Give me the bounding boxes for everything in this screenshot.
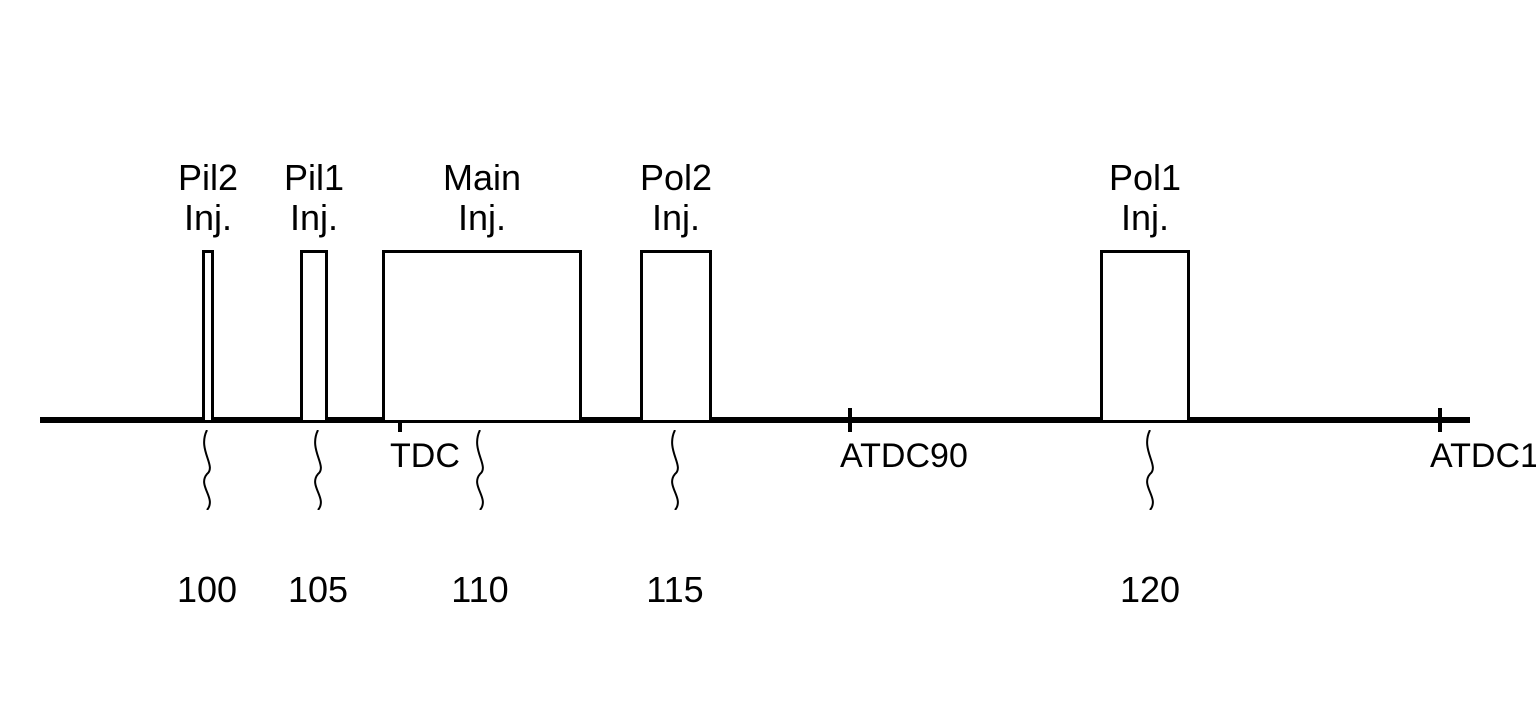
leader-pol1 <box>1130 430 1170 510</box>
leader-pil2 <box>187 430 227 510</box>
axis-tick <box>1438 408 1442 432</box>
ref-label-pol2: 115 <box>615 570 735 610</box>
pulse-label-pil1: Pil1 Inj. <box>234 158 394 237</box>
ref-label-pol1: 120 <box>1090 570 1210 610</box>
leader-pil1 <box>298 430 338 510</box>
pulse-pol2 <box>640 250 712 420</box>
pulse-label-pol2: Pol2 Inj. <box>596 158 756 237</box>
axis-tick-label: TDC <box>390 438 590 475</box>
leader-pol2 <box>655 430 695 510</box>
pulse-main <box>382 250 582 420</box>
x-axis <box>40 417 1470 423</box>
axis-tick <box>848 408 852 432</box>
axis-tick-label: ATDC90 <box>840 438 1040 475</box>
axis-tick-label: ATDC180 <box>1430 438 1536 475</box>
pulse-pol1 <box>1100 250 1190 420</box>
ref-label-pil2: 100 <box>147 570 267 610</box>
pulse-pil2 <box>202 250 214 420</box>
pulse-label-main: Main Inj. <box>402 158 562 237</box>
pulse-label-pol1: Pol1 Inj. <box>1065 158 1225 237</box>
ref-label-main: 110 <box>420 570 540 610</box>
injection-timing-diagram: TDCATDC90ATDC180Pil2 Inj.100Pil1 Inj.105… <box>0 0 1536 705</box>
pulse-pil1 <box>300 250 328 420</box>
ref-label-pil1: 105 <box>258 570 378 610</box>
